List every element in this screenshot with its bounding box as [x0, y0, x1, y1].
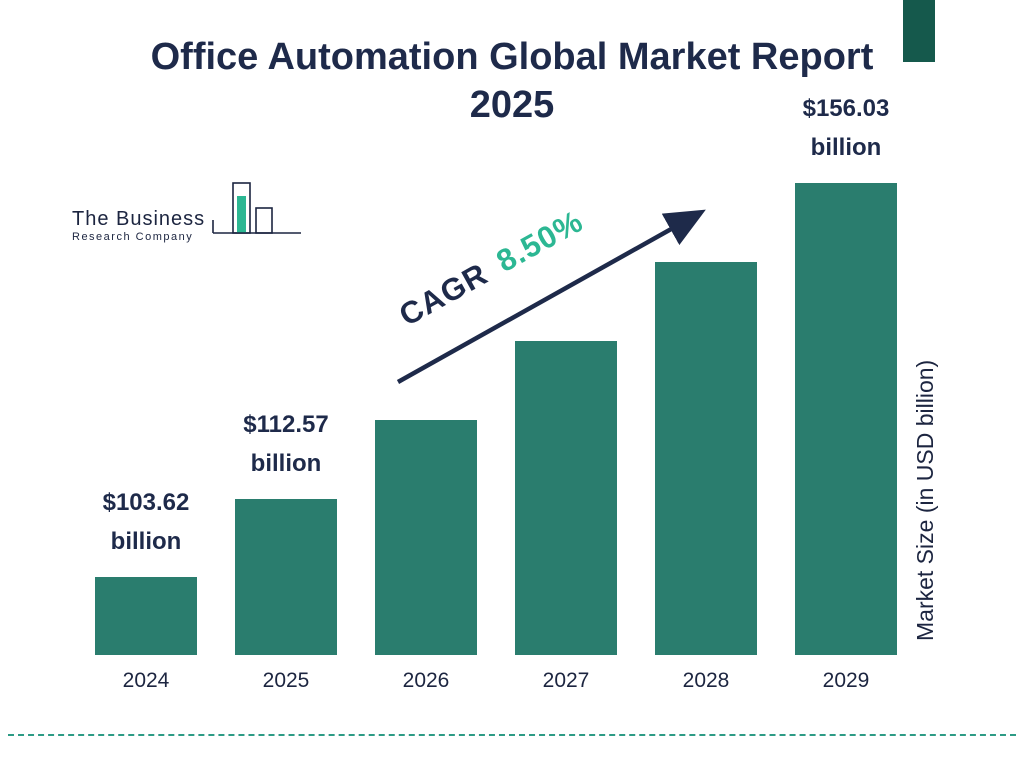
- company-logo: The Business Research Company: [72, 180, 303, 249]
- value-label-2025: $112.57 billion: [243, 405, 328, 483]
- logo-name: The Business: [72, 208, 206, 230]
- x-tick-2026: 2026: [402, 669, 450, 692]
- cagr-trend-arrow-icon: [396, 209, 706, 384]
- bar-2024: [95, 577, 197, 655]
- bar-2027: [515, 341, 617, 655]
- x-tick-2029: 2029: [822, 669, 870, 692]
- bar-2026: [375, 420, 477, 655]
- bar-column-2029: $156.03 billion 2029: [795, 89, 897, 694]
- bar-column-2028: 2028: [655, 262, 757, 694]
- y-axis-label: Market Size (in USD billion): [912, 359, 938, 641]
- bar-chart-logo-icon: [211, 180, 303, 249]
- bottom-dashed-divider: [8, 734, 1016, 736]
- value-unit: billion: [250, 450, 322, 477]
- bar-column-2025: $112.57 billion 2025: [235, 405, 337, 694]
- corner-accent-rect: [903, 0, 935, 62]
- value-amount: $156.03: [802, 95, 890, 122]
- bar-column-2024: $103.62 billion 2024: [95, 483, 197, 694]
- value-amount: $112.57: [243, 411, 329, 438]
- bar-2025: [235, 499, 337, 655]
- logo-subname: Research Company: [72, 231, 194, 243]
- value-label-2029: $156.03 billion: [803, 89, 890, 167]
- logo-text: The Business Research Company: [72, 208, 205, 249]
- bar-column-2026: 2026: [375, 420, 477, 694]
- x-tick-2025: 2025: [262, 669, 310, 692]
- page-title: Office Automation Global Market Report 2…: [150, 36, 874, 126]
- x-tick-2027: 2027: [542, 669, 590, 692]
- bar-2029: [795, 183, 897, 655]
- value-unit: billion: [110, 528, 182, 555]
- bar-column-2027: 2027: [515, 341, 617, 694]
- value-unit: billion: [810, 134, 882, 161]
- value-label-2024: $103.62 billion: [103, 483, 190, 561]
- x-tick-2024: 2024: [122, 669, 170, 692]
- bar-chart: $103.62 billion 2024 $112.57 billion 202…: [95, 84, 897, 694]
- x-tick-2028: 2028: [682, 669, 730, 692]
- bar-2028: [655, 262, 757, 655]
- value-amount: $103.62: [102, 489, 190, 516]
